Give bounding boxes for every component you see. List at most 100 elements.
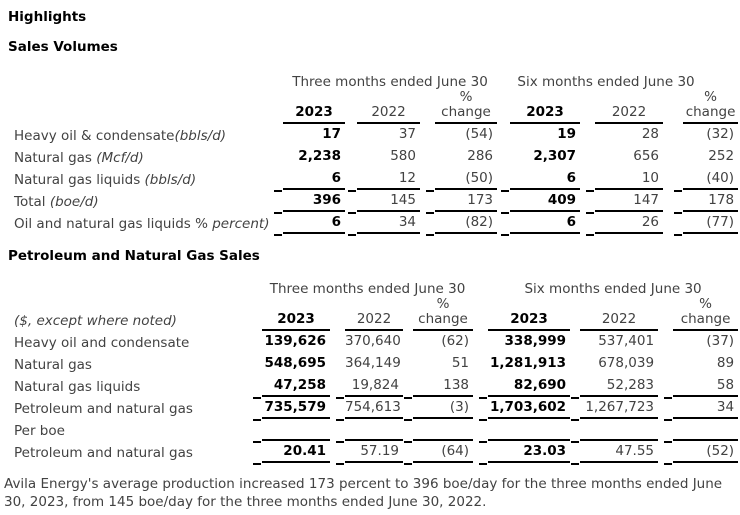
gap-cell	[473, 419, 488, 441]
value-cell: 52,283	[571, 375, 659, 399]
row-label: Natural gas	[14, 357, 92, 373]
row-unit: (Mcf/d)	[91, 150, 144, 166]
row-label: Heavy oil & condensate(bbls/d)	[14, 124, 283, 146]
gap-cell	[658, 419, 673, 441]
value-cell: 51	[451, 355, 470, 371]
gap-cell	[663, 212, 683, 234]
period-header-three-months: Three months ended June 30	[269, 281, 466, 297]
row-label: Natural gas liquids (bbls/d)	[14, 168, 283, 190]
period-header-three-months: Three months ended June 30	[292, 74, 488, 90]
value-cell: (52)	[664, 441, 739, 465]
gap-cell	[420, 190, 435, 212]
value-cell: 548,695	[264, 355, 327, 371]
gap-cell	[473, 397, 488, 419]
table-row: Petroleum and natural gas 20.41 57.19 (6…	[14, 441, 739, 465]
value-cell: 6	[274, 212, 345, 236]
col-header-pct-change: % change	[435, 89, 498, 124]
empty-cell	[14, 70, 283, 90]
value-cell: 139,626	[264, 333, 327, 349]
row-label: Per boe	[14, 423, 65, 439]
gap-cell	[473, 375, 488, 397]
gap-cell	[658, 331, 673, 353]
row-unit: (bbls/d)	[174, 128, 227, 144]
col-header-2023: 2023	[510, 90, 581, 124]
gap-cell	[403, 375, 413, 397]
gap-cell	[345, 190, 357, 212]
gap-cell	[330, 375, 345, 397]
value-cell: (37)	[706, 333, 735, 349]
gap-cell	[663, 146, 683, 168]
section-title-petroleum-sales: Petroleum and Natural Gas Sales	[8, 248, 260, 264]
value-cell: (77)	[674, 212, 739, 236]
gap-cell	[663, 90, 683, 124]
value-cell: 19,824	[336, 375, 403, 399]
table-row: Natural gas liquids 47,258 19,824 138 82…	[14, 375, 739, 399]
gap-cell	[570, 397, 580, 419]
gap-cell	[570, 441, 580, 463]
period-header-row: Three months ended June 30 Six months en…	[14, 70, 738, 90]
value-cell: 10	[586, 168, 664, 192]
gap-cell	[403, 397, 413, 419]
gap-cell	[330, 331, 345, 353]
gap-cell	[497, 70, 510, 90]
gap-cell	[497, 190, 510, 212]
value-cell: 6	[501, 168, 581, 192]
value-cell: 178	[674, 190, 739, 214]
gap-cell	[658, 375, 673, 397]
value-cell	[664, 419, 739, 443]
value-cell: 1,267,723	[571, 397, 659, 421]
gap-cell	[663, 190, 683, 212]
value-cell	[571, 419, 659, 443]
table-row: Natural gas 548,695 364,149 51 1,281,913…	[14, 353, 738, 375]
col-header-2022: 2022	[580, 297, 659, 331]
value-cell: 17	[322, 126, 341, 142]
col-header-2022: 2022	[345, 297, 403, 331]
gap-cell	[473, 353, 488, 375]
empty-cell	[14, 277, 262, 297]
value-cell: 338,999	[504, 333, 567, 349]
value-cell: 19	[557, 126, 577, 142]
value-cell: 1,281,913	[490, 355, 567, 371]
change-label: change	[685, 104, 736, 120]
gap-cell	[658, 441, 673, 463]
gap-cell	[345, 90, 357, 124]
col-header-pct-change: % change	[673, 297, 739, 331]
gap-cell	[420, 90, 435, 124]
value-cell: 364,149	[345, 355, 401, 371]
row-label-text: Total	[14, 194, 46, 210]
pct-sign: %	[459, 89, 473, 105]
gap-cell	[658, 353, 673, 375]
value-cell: 58	[664, 375, 739, 399]
gap-cell	[570, 297, 580, 331]
value-cell	[479, 419, 571, 443]
gap-cell	[330, 297, 345, 331]
value-cell: 82,690	[479, 375, 571, 399]
table-row: Natural gas (Mcf/d) 2,238 580 286 2,307 …	[14, 146, 738, 168]
gap-cell	[403, 297, 413, 331]
value-cell: (40)	[674, 168, 739, 192]
gap-cell	[570, 353, 580, 375]
gap-cell	[497, 124, 510, 146]
value-cell: 754,613	[336, 397, 403, 421]
column-header-row: ($, except where noted) 2023 2022 % chang…	[14, 297, 739, 331]
value-cell: 1,703,602	[479, 397, 571, 421]
value-cell: 57.19	[336, 441, 403, 465]
period-header-row: Three months ended June 30 Six months en…	[14, 277, 738, 297]
value-cell: 2,238	[298, 148, 341, 164]
value-cell: (32)	[706, 126, 735, 142]
row-label-text: Heavy oil & condensate	[14, 128, 175, 144]
row-label: Petroleum and natural gas	[14, 401, 193, 417]
section-title-sales-volumes: Sales Volumes	[8, 39, 118, 55]
row-unit: (boe/d)	[45, 194, 99, 210]
row-label: Petroleum and natural gas	[14, 445, 193, 461]
value-cell: 47,258	[253, 375, 330, 399]
row-label: Oil and natural gas liquids % percent)	[14, 212, 283, 234]
gap-cell	[420, 124, 435, 146]
gap-cell	[330, 353, 345, 375]
value-cell: 678,039	[598, 355, 655, 371]
change-label: change	[680, 311, 731, 327]
summary-paragraph: Avila Energy's average production increa…	[4, 476, 723, 510]
gap-cell	[497, 212, 510, 234]
gap-cell	[497, 90, 510, 124]
table-row: Heavy oil and condensate 139,626 370,640…	[14, 331, 738, 353]
